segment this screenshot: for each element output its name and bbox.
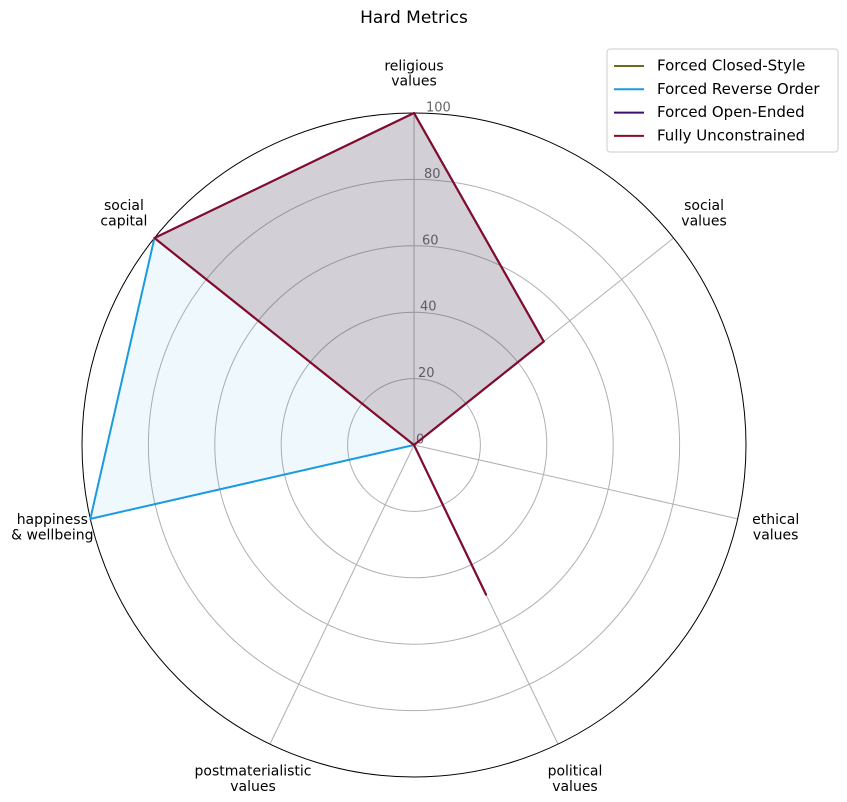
chart-title: Hard Metrics <box>360 8 468 28</box>
legend-label: Forced Closed-Style <box>657 57 805 75</box>
series-area <box>154 113 544 595</box>
category-label: social capital <box>100 198 147 229</box>
category-label: religious values <box>384 58 443 89</box>
series-area <box>90 113 544 595</box>
legend-label: Forced Open-Ended <box>657 103 805 121</box>
series-line <box>153 112 545 596</box>
r-tick-label: 40 <box>420 300 437 315</box>
spoke <box>269 444 415 745</box>
series-area <box>154 113 544 595</box>
r-tick-label: 100 <box>426 101 451 116</box>
category-label: social values <box>681 198 727 229</box>
legend-label: Fully Unconstrained <box>657 126 805 144</box>
r-tick-label: 20 <box>418 366 435 381</box>
spoke <box>413 444 738 520</box>
category-label: happiness & wellbeing <box>11 512 93 543</box>
series-area <box>154 113 544 595</box>
r-tick-label: 80 <box>424 167 441 182</box>
r-tick-label: 60 <box>422 233 439 248</box>
category-label: political values <box>548 764 603 795</box>
legend-label: Forced Reverse Order <box>657 80 820 98</box>
legend-box <box>606 48 839 153</box>
category-label: ethical values <box>752 512 799 543</box>
category-label: postmaterialistic values <box>195 764 312 795</box>
